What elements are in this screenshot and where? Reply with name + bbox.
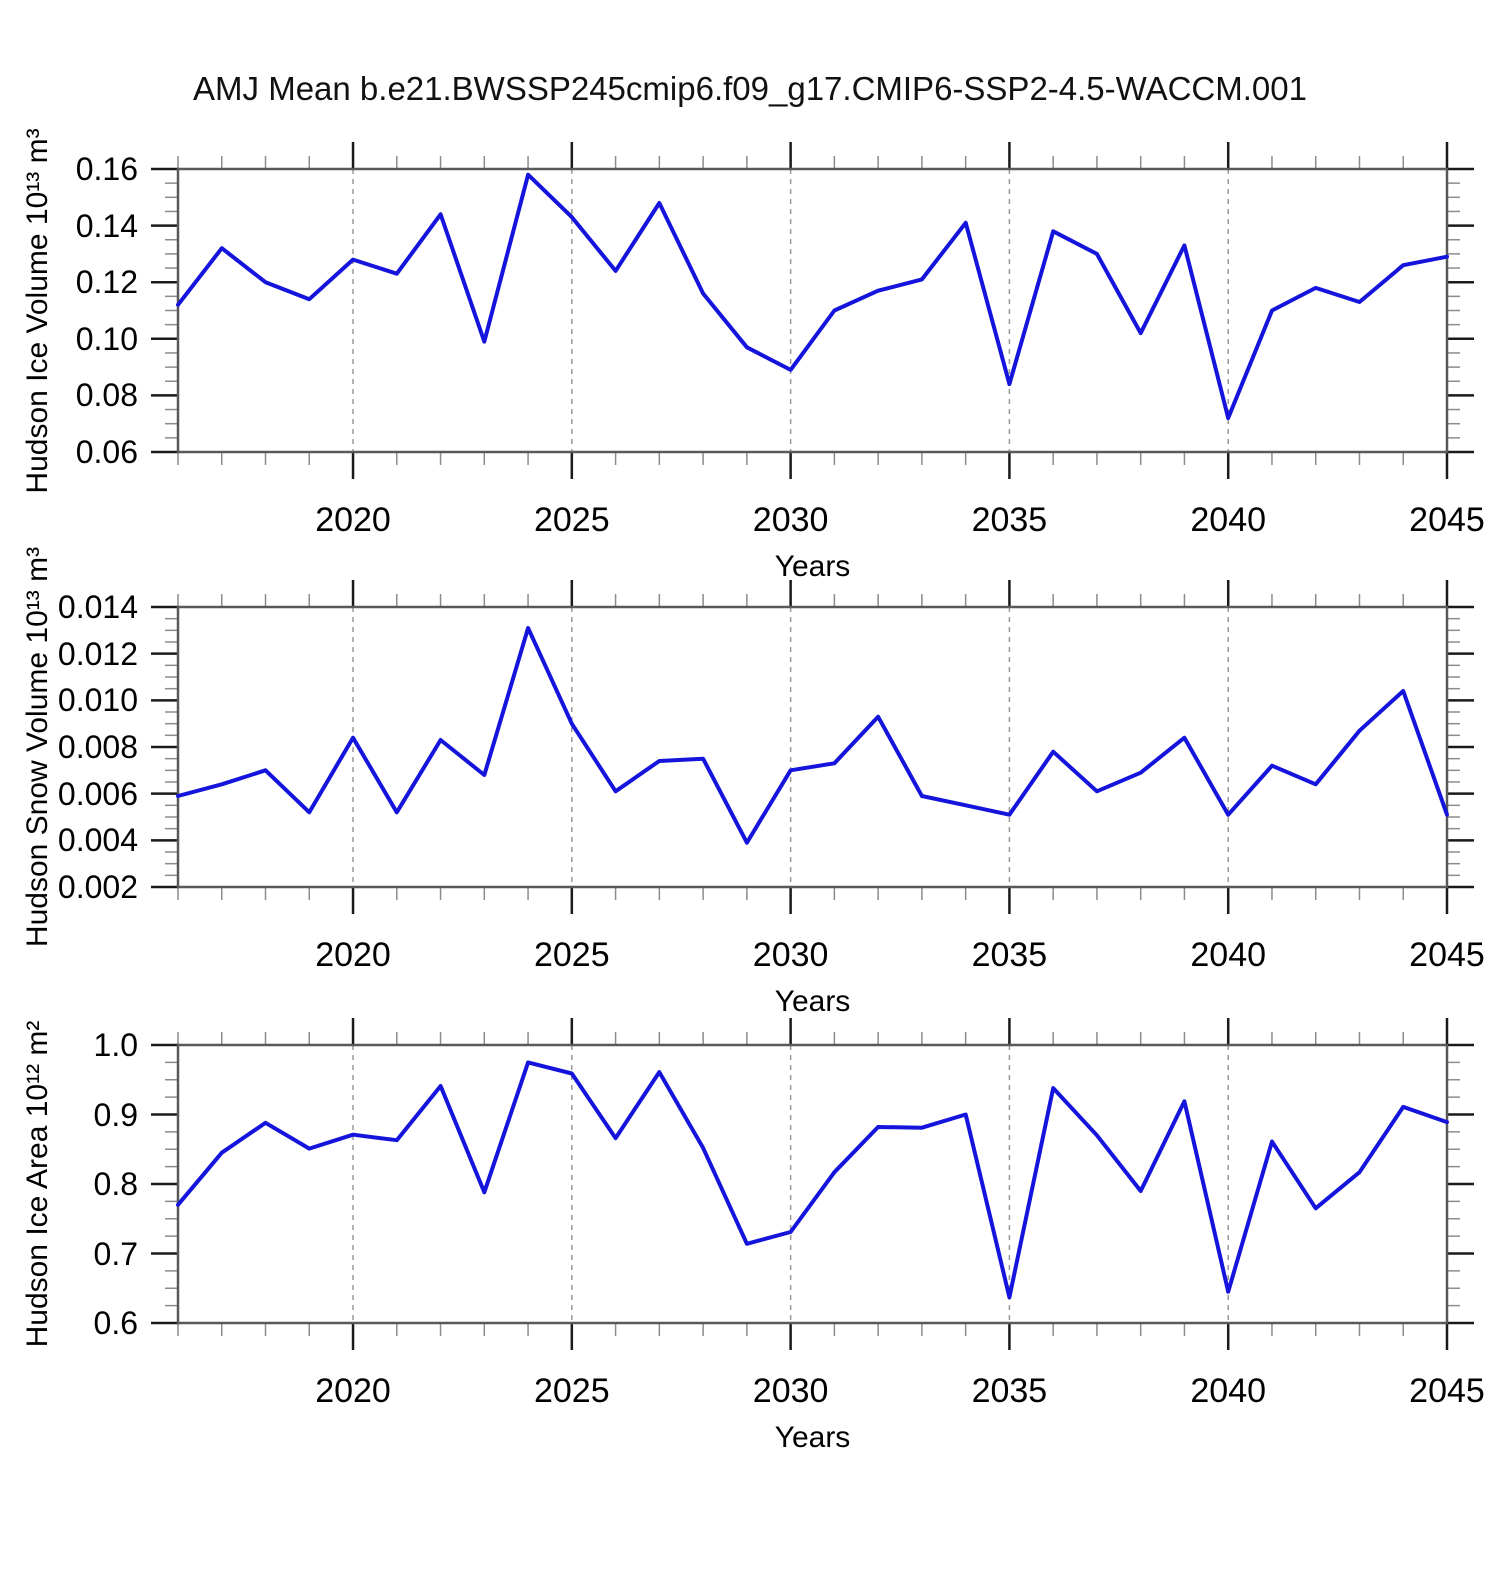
y-tick-label: 0.10 — [75, 320, 138, 357]
y-axis-title: Hudson Ice Area 10¹² m² — [21, 1020, 54, 1348]
y-tick-label: 0.8 — [93, 1166, 138, 1202]
x-tick-label: 2045 — [1409, 1372, 1485, 1410]
x-tick-label: 2025 — [533, 501, 610, 539]
x-tick-label: 2020 — [315, 1372, 391, 1410]
x-tick-label: 2035 — [971, 1372, 1048, 1410]
x-axis-title: Years — [774, 1421, 851, 1454]
y-tick-label: 0.12 — [75, 264, 138, 301]
x-axis-title: Years — [774, 985, 851, 1018]
y-tick-label: 0.006 — [57, 775, 138, 812]
y-tick-label: 0.012 — [57, 635, 138, 672]
y-tick-label: 0.014 — [57, 589, 138, 625]
y-tick-label: 0.004 — [57, 822, 138, 859]
x-tick-label: 2030 — [752, 501, 829, 539]
x-tick-label: 2040 — [1190, 501, 1267, 539]
y-tick-label: 0.9 — [93, 1096, 138, 1133]
x-tick-label: 2040 — [1190, 936, 1267, 974]
x-tick-label: 2025 — [533, 936, 610, 974]
x-tick-label: 2030 — [752, 1372, 829, 1410]
chart-title: AMJ Mean b.e21.BWSSP245cmip6.f09_g17.CMI… — [193, 70, 1307, 107]
y-tick-label: 0.6 — [93, 1305, 138, 1341]
y-tick-label: 0.008 — [57, 729, 138, 765]
y-tick-label: 0.08 — [75, 377, 138, 414]
x-tick-label: 2045 — [1409, 501, 1485, 539]
y-tick-label: 0.06 — [75, 434, 138, 470]
x-axis-title: Years — [774, 550, 851, 583]
y-tick-label: 0.010 — [57, 682, 138, 719]
y-tick-label: 0.14 — [75, 207, 138, 244]
x-tick-label: 2040 — [1190, 1372, 1267, 1410]
x-tick-label: 2035 — [971, 501, 1048, 539]
x-tick-label: 2030 — [752, 936, 829, 974]
x-tick-label: 2020 — [315, 936, 391, 974]
y-tick-label: 0.002 — [57, 869, 138, 905]
y-tick-label: 0.16 — [75, 151, 138, 187]
x-tick-label: 2020 — [315, 501, 391, 539]
y-tick-label: 0.7 — [93, 1235, 138, 1272]
figure: AMJ Mean b.e21.BWSSP245cmip6.f09_g17.CMI… — [21, 70, 1485, 1454]
y-tick-label: 1.0 — [93, 1027, 138, 1063]
x-tick-label: 2025 — [533, 1372, 610, 1410]
x-tick-label: 2035 — [971, 936, 1048, 974]
chart-canvas — [151, 142, 1474, 1350]
x-tick-label: 2045 — [1409, 936, 1485, 974]
